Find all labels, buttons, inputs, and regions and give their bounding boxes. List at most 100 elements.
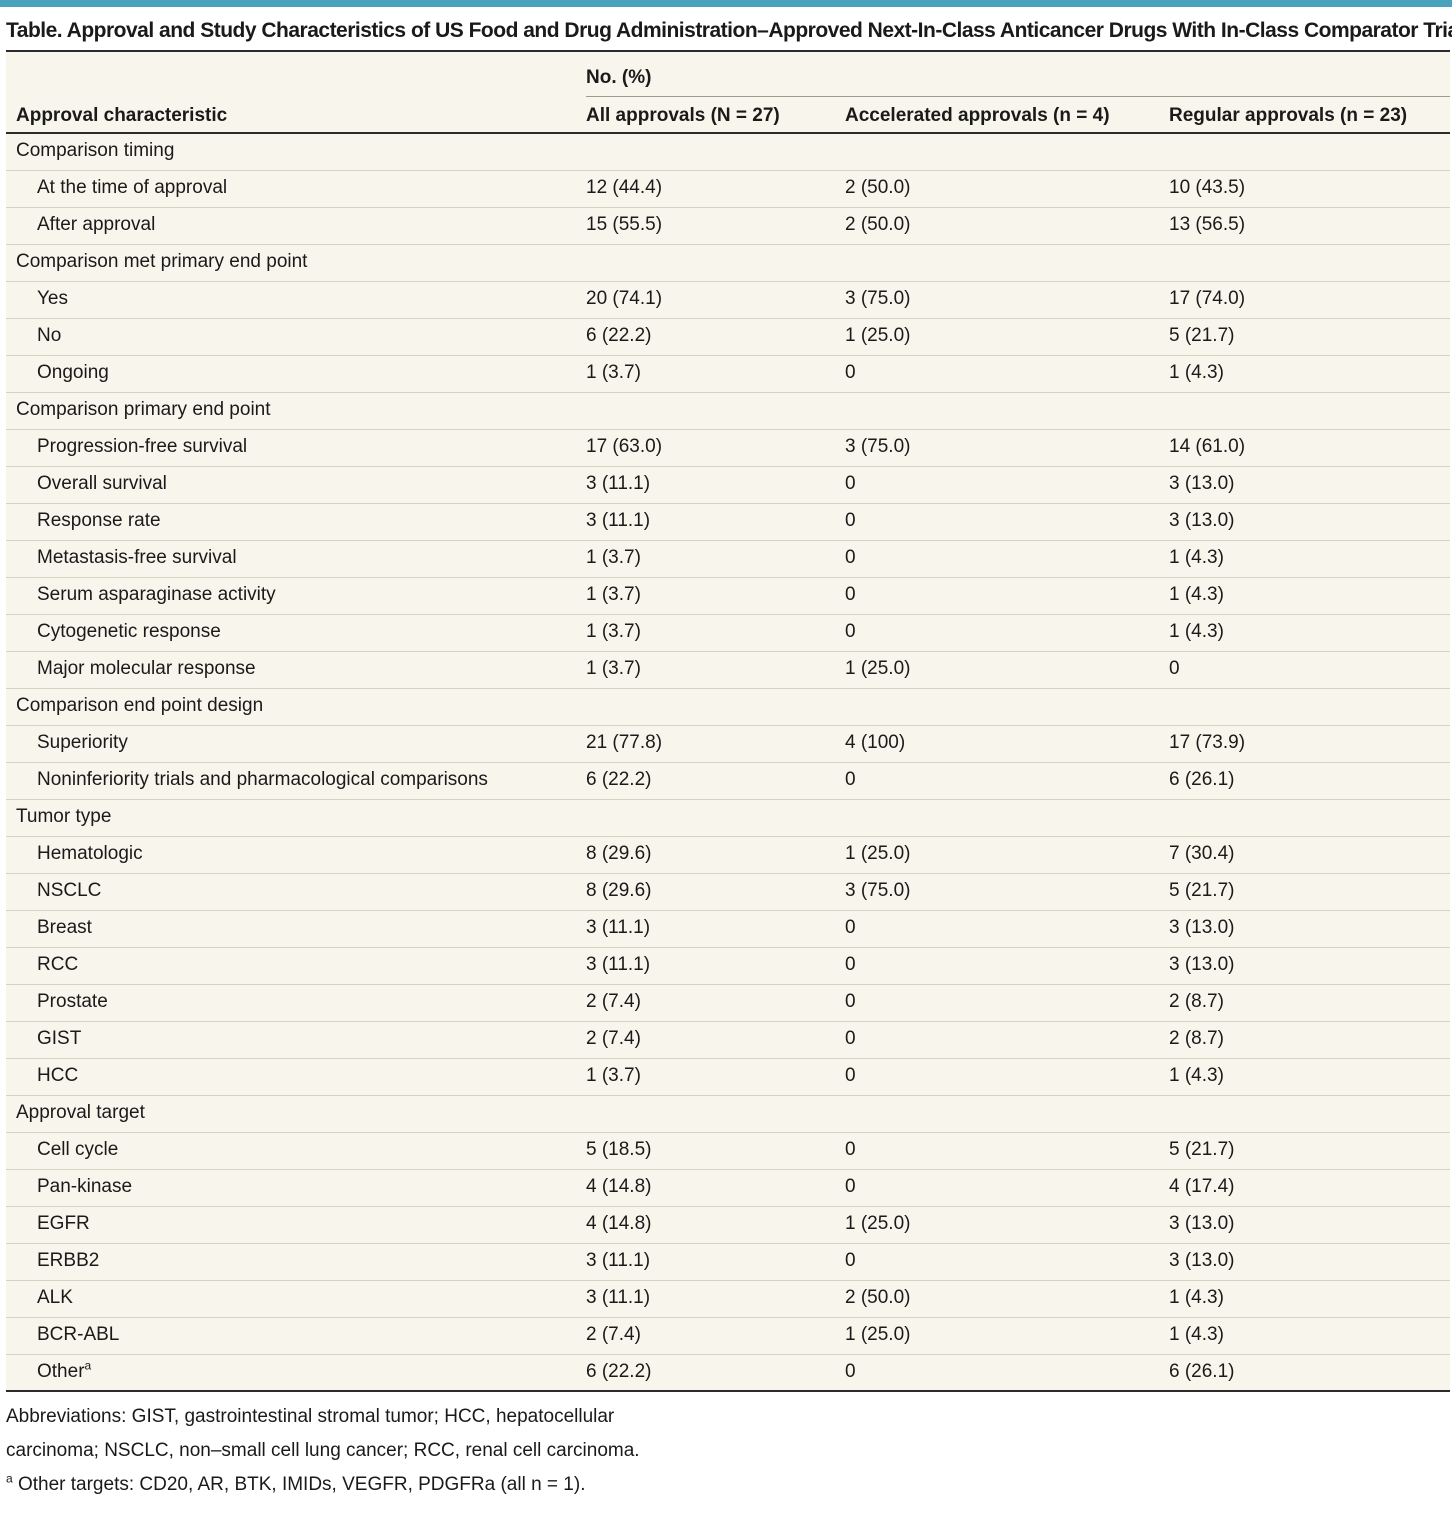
table-row: HCC 1 (3.7) 0 1 (4.3) — [6, 1059, 1450, 1096]
cell-all-approvals: 1 (3.7) — [586, 362, 641, 383]
cell-regular-approvals: 6 (26.1) — [1169, 769, 1235, 790]
cell-all-approvals: 3 (11.1) — [586, 473, 651, 494]
header-row: Approval characteristic All approvals (N… — [6, 102, 1450, 132]
row-label-text: Tumor type — [16, 806, 112, 827]
cell-all-approvals: 6 (22.2) — [586, 1361, 652, 1382]
row-label-text: Cell cycle — [37, 1139, 119, 1160]
cell-accelerated-approvals: 0 — [845, 769, 856, 790]
cell-all-approvals: 5 (18.5) — [586, 1139, 652, 1160]
row-label-text: Comparison primary end point — [16, 399, 271, 420]
cell-accelerated-approvals: 3 (75.0) — [845, 288, 911, 309]
cell-regular-approvals: 1 (4.3) — [1169, 584, 1224, 605]
cell-all-approvals: 3 (11.1) — [586, 954, 651, 975]
row-label-text: Comparison end point design — [16, 695, 264, 716]
row-label-text: After approval — [37, 214, 156, 235]
table-row: Cell cycle 5 (18.5) 0 5 (21.7) — [6, 1133, 1450, 1170]
row-label: Yes — [37, 287, 68, 311]
cell-regular-approvals: 1 (4.3) — [1169, 1065, 1224, 1086]
table-top-rule — [6, 50, 1450, 52]
section-label: Comparison end point design — [16, 694, 263, 718]
cell-all-approvals: 1 (3.7) — [586, 621, 641, 642]
cell-regular-approvals: 3 (13.0) — [1169, 510, 1235, 531]
row-label: Noninferiority trials and pharmacologica… — [37, 768, 488, 792]
cell-all-approvals: 6 (22.2) — [586, 769, 652, 790]
row-label: HCC — [37, 1064, 78, 1088]
data-table: No. (%) Approval characteristic All appr… — [6, 50, 1450, 1392]
row-label-text: GIST — [37, 1028, 82, 1049]
row-label: NSCLC — [37, 879, 101, 903]
row-label: Othera — [37, 1360, 91, 1384]
row-label: Response rate — [37, 509, 161, 533]
row-label-text: Superiority — [37, 732, 128, 753]
row-label-text: Other — [37, 1361, 85, 1382]
row-label: Pan-kinase — [37, 1175, 132, 1199]
row-label: Breast — [37, 916, 92, 940]
row-label-text: Comparison timing — [16, 140, 175, 161]
table-row: Major molecular response 1 (3.7) 1 (25.0) 0 — [6, 652, 1450, 689]
cell-regular-approvals: 3 (13.0) — [1169, 917, 1235, 938]
row-label-text: Hematologic — [37, 843, 143, 864]
cell-accelerated-approvals: 2 (50.0) — [845, 177, 911, 198]
cell-accelerated-approvals: 2 (50.0) — [845, 214, 911, 235]
cell-regular-approvals: 3 (13.0) — [1169, 473, 1235, 494]
cell-all-approvals: 3 (11.1) — [586, 1250, 651, 1271]
table-row: Progression-free survival 17 (63.0) 3 (75.… — [6, 430, 1450, 467]
cell-regular-approvals: 3 (13.0) — [1169, 1213, 1235, 1234]
cell-regular-approvals: 17 (74.0) — [1169, 288, 1246, 309]
row-label-text: Yes — [37, 288, 68, 309]
cell-accelerated-approvals: 0 — [845, 1139, 856, 1160]
cell-all-approvals: 4 (14.8) — [586, 1176, 652, 1197]
cell-all-approvals: 17 (63.0) — [586, 436, 663, 457]
header-all-approvals: All approvals (N = 27) — [586, 105, 780, 126]
row-label-text: Pan-kinase — [37, 1176, 133, 1197]
cell-regular-approvals: 17 (73.9) — [1169, 732, 1246, 753]
cell-all-approvals: 2 (7.4) — [586, 1028, 641, 1049]
table-row: NSCLC 8 (29.6) 3 (75.0) 5 (21.7) — [6, 874, 1450, 911]
row-label-text: BCR-ABL — [37, 1324, 120, 1345]
cell-regular-approvals: 5 (21.7) — [1169, 880, 1235, 901]
table-row: Hematologic 8 (29.6) 1 (25.0) 7 (30.4) — [6, 837, 1450, 874]
table-row: Prostate 2 (7.4) 0 2 (8.7) — [6, 985, 1450, 1022]
table-row: Cytogenetic response 1 (3.7) 0 1 (4.3) — [6, 615, 1450, 652]
cell-regular-approvals: 5 (21.7) — [1169, 1139, 1235, 1160]
cell-regular-approvals: 5 (21.7) — [1169, 325, 1235, 346]
row-label-text: Ongoing — [37, 362, 109, 383]
cell-accelerated-approvals: 0 — [845, 1176, 856, 1197]
row-label: ERBB2 — [37, 1249, 99, 1273]
cell-accelerated-approvals: 0 — [845, 1028, 856, 1049]
table-row: ALK 3 (11.1) 2 (50.0) 1 (4.3) — [6, 1281, 1450, 1318]
section-row: Comparison met primary end point — [6, 245, 1450, 282]
row-label: Ongoing — [37, 361, 109, 385]
table-row: Breast 3 (11.1) 0 3 (13.0) — [6, 911, 1450, 948]
table-row: At the time of approval 12 (44.4) 2 (50.0)… — [6, 171, 1450, 208]
cell-accelerated-approvals: 0 — [845, 362, 856, 383]
cell-all-approvals: 6 (22.2) — [586, 325, 652, 346]
table-row: BCR-ABL 2 (7.4) 1 (25.0) 1 (4.3) — [6, 1318, 1450, 1355]
table-bottom-rule — [6, 1390, 1450, 1392]
row-label: Major molecular response — [37, 657, 256, 681]
row-label: ALK — [37, 1286, 73, 1310]
row-label: Serum asparaginase activity — [37, 583, 276, 607]
section-row: Comparison primary end point — [6, 393, 1450, 430]
cell-all-approvals: 15 (55.5) — [586, 214, 663, 235]
footnote-ref: a — [84, 1358, 92, 1373]
cell-regular-approvals: 2 (8.7) — [1169, 991, 1224, 1012]
header-regular-approvals: Regular approvals (n = 23) — [1169, 105, 1408, 126]
row-label: Progression-free survival — [37, 435, 247, 459]
cell-accelerated-approvals: 0 — [845, 1361, 856, 1382]
section-row: Comparison timing — [6, 134, 1450, 171]
section-row: Approval target — [6, 1096, 1450, 1133]
cell-regular-approvals: 1 (4.3) — [1169, 362, 1224, 383]
table-row: Response rate 3 (11.1) 0 3 (13.0) — [6, 504, 1450, 541]
cell-regular-approvals: 2 (8.7) — [1169, 1028, 1224, 1049]
row-label-text: At the time of approval — [37, 177, 228, 198]
cell-accelerated-approvals: 0 — [845, 547, 856, 568]
table-row: Serum asparaginase activity 1 (3.7) 0 1 (4.… — [6, 578, 1450, 615]
cell-accelerated-approvals: 1 (25.0) — [845, 1213, 911, 1234]
row-label: Cell cycle — [37, 1138, 118, 1162]
row-label-text: ALK — [37, 1287, 73, 1308]
table-row: Noninferiority trials and pharmacologica… — [6, 763, 1450, 800]
row-label-text: EGFR — [37, 1213, 90, 1234]
row-label: Metastasis-free survival — [37, 546, 237, 570]
cell-accelerated-approvals: 1 (25.0) — [845, 1324, 911, 1345]
